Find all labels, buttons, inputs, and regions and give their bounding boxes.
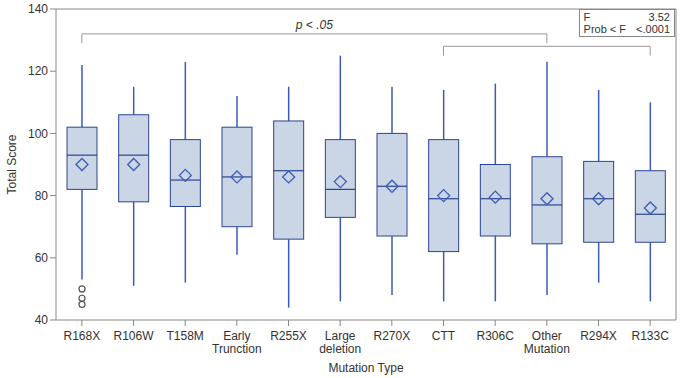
- svg-text:80: 80: [35, 189, 49, 203]
- svg-text:100: 100: [28, 127, 48, 141]
- svg-text:R270X: R270X: [373, 329, 410, 343]
- svg-text:R294X: R294X: [580, 329, 617, 343]
- svg-text:Total Score: Total Score: [5, 134, 19, 194]
- svg-text:OtherMutation: OtherMutation: [524, 329, 570, 356]
- svg-text:Mutation Type: Mutation Type: [328, 361, 403, 375]
- svg-text:CTT: CTT: [432, 329, 456, 343]
- svg-text:R133C: R133C: [631, 329, 669, 343]
- svg-text:p < .05: p < .05: [295, 18, 333, 32]
- svg-text:40: 40: [35, 313, 49, 327]
- svg-text:T158M: T158M: [166, 329, 203, 343]
- html-text:<.0001: <.0001: [636, 23, 670, 35]
- svg-text:140: 140: [28, 2, 48, 16]
- html-text:Prob < F: Prob < F: [583, 23, 626, 35]
- svg-text:R106W: R106W: [113, 329, 154, 343]
- svg-text:120: 120: [28, 64, 48, 78]
- svg-text:EarlyTrunction: EarlyTrunction: [212, 329, 262, 356]
- html-text:3.52: 3.52: [648, 11, 670, 23]
- svg-text:R255X: R255X: [270, 329, 307, 343]
- svg-text:R168X: R168X: [63, 329, 100, 343]
- svg-text:R306C: R306C: [476, 329, 514, 343]
- svg-text:Largedeletion: Largedeletion: [319, 329, 361, 356]
- html-text:F: F: [583, 11, 591, 23]
- svg-text:60: 60: [35, 251, 49, 265]
